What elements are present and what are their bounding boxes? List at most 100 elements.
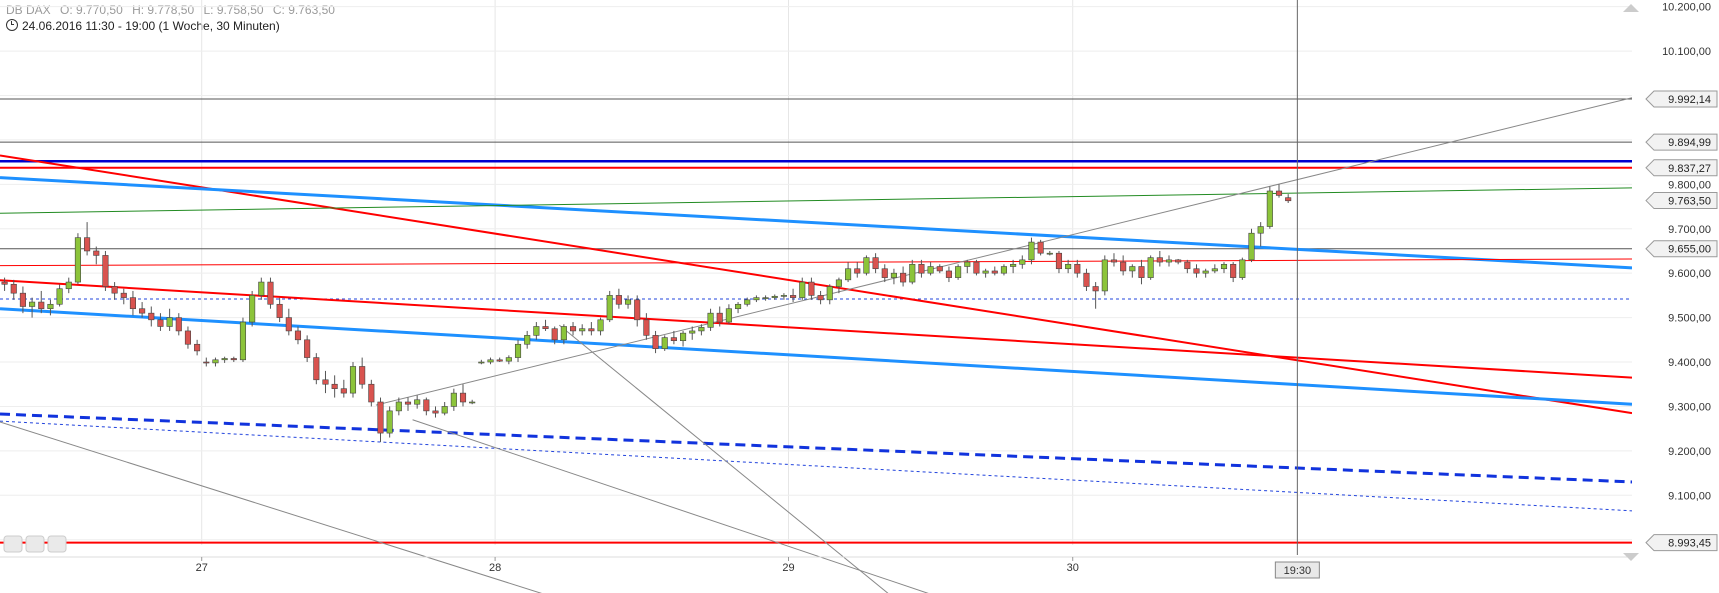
- candle-body[interactable]: [1138, 266, 1145, 278]
- candle-body[interactable]: [505, 357, 512, 362]
- chart-tool-button[interactable]: [47, 535, 67, 553]
- candle-body[interactable]: [1010, 263, 1017, 267]
- candle-body[interactable]: [47, 303, 54, 310]
- candle-body[interactable]: [1129, 266, 1136, 272]
- candle-body[interactable]: [1055, 252, 1063, 270]
- candle-body[interactable]: [1000, 266, 1008, 274]
- candle-body[interactable]: [936, 266, 943, 272]
- candle-body[interactable]: [450, 392, 457, 407]
- candle-body[interactable]: [1074, 263, 1081, 274]
- candle-body[interactable]: [203, 361, 210, 364]
- candle-body[interactable]: [74, 237, 81, 283]
- candle-body[interactable]: [927, 266, 934, 274]
- candle-body[interactable]: [624, 299, 632, 305]
- candle-body[interactable]: [1220, 263, 1228, 270]
- candle-body[interactable]: [900, 272, 907, 283]
- candle-body[interactable]: [359, 366, 366, 385]
- candle-body[interactable]: [1046, 252, 1053, 255]
- trend-line[interactable]: [375, 97, 1633, 406]
- candle-body[interactable]: [304, 339, 311, 358]
- candle-body[interactable]: [982, 270, 989, 274]
- candle-body[interactable]: [1037, 241, 1044, 254]
- candle-body[interactable]: [634, 299, 641, 321]
- candle-body[interactable]: [230, 358, 237, 361]
- candle-body[interactable]: [689, 330, 696, 334]
- candle-body[interactable]: [313, 357, 320, 381]
- candle-body[interactable]: [597, 319, 604, 332]
- candle-body[interactable]: [404, 401, 412, 405]
- trend-line[interactable]: [0, 420, 1633, 512]
- candle-body[interactable]: [469, 401, 476, 404]
- candle-body[interactable]: [1248, 232, 1255, 261]
- candle-body[interactable]: [139, 308, 146, 314]
- candle-body[interactable]: [569, 326, 577, 332]
- candle-body[interactable]: [414, 399, 421, 405]
- candle-body[interactable]: [267, 281, 274, 305]
- candle-body[interactable]: [661, 337, 668, 349]
- candle-body[interactable]: [1184, 261, 1191, 270]
- candle-body[interactable]: [872, 257, 879, 270]
- candle-body[interactable]: [258, 281, 265, 296]
- candle-body[interactable]: [514, 343, 522, 358]
- candle-body[interactable]: [84, 237, 91, 252]
- candle-body[interactable]: [1239, 259, 1246, 278]
- candle-body[interactable]: [102, 255, 109, 287]
- candle-body[interactable]: [166, 317, 173, 327]
- chart-tool-button[interactable]: [25, 535, 45, 553]
- candle-body[interactable]: [487, 359, 494, 363]
- candle-body[interactable]: [560, 326, 567, 341]
- candle-body[interactable]: [1110, 259, 1118, 263]
- candle-body[interactable]: [194, 343, 201, 352]
- candle-body[interactable]: [395, 401, 402, 412]
- candle-body[interactable]: [955, 266, 962, 278]
- candle-body[interactable]: [1165, 259, 1173, 263]
- candle-body[interactable]: [771, 295, 778, 298]
- candle-body[interactable]: [285, 317, 292, 332]
- candle-body[interactable]: [1083, 272, 1090, 287]
- scroll-up-icon[interactable]: [1623, 4, 1639, 12]
- candle-body[interactable]: [340, 388, 347, 394]
- candle-body[interactable]: [652, 335, 659, 349]
- candle-body[interactable]: [38, 301, 45, 310]
- candle-body[interactable]: [533, 326, 540, 336]
- candle-body[interactable]: [542, 326, 549, 330]
- candle-body[interactable]: [845, 268, 852, 281]
- candle-body[interactable]: [1275, 190, 1283, 196]
- candle-body[interactable]: [111, 286, 118, 294]
- candle-body[interactable]: [148, 312, 155, 321]
- candle-body[interactable]: [1101, 259, 1108, 292]
- candle-body[interactable]: [1266, 190, 1273, 227]
- candle-body[interactable]: [606, 295, 613, 321]
- candle-body[interactable]: [175, 317, 182, 332]
- candle-body[interactable]: [835, 279, 842, 287]
- candle-body[interactable]: [221, 358, 228, 361]
- candle-body[interactable]: [239, 321, 247, 361]
- candle-body[interactable]: [1175, 259, 1182, 263]
- candle-body[interactable]: [1285, 197, 1292, 202]
- candle-body[interactable]: [579, 328, 586, 332]
- chart-tool-button[interactable]: [3, 535, 23, 553]
- candle-body[interactable]: [349, 366, 357, 394]
- candle-body[interactable]: [725, 308, 732, 323]
- candle-body[interactable]: [157, 319, 164, 327]
- trend-line[interactable]: [558, 324, 898, 593]
- trend-line[interactable]: [0, 258, 1633, 267]
- candle-body[interactable]: [1065, 263, 1072, 270]
- scroll-down-icon[interactable]: [1623, 553, 1639, 561]
- candle-body[interactable]: [1, 281, 8, 285]
- candle-body[interactable]: [909, 263, 916, 283]
- candle-body[interactable]: [1019, 259, 1026, 265]
- candle-body[interactable]: [735, 303, 742, 310]
- trend-line[interactable]: [0, 412, 1633, 484]
- candle-body[interactable]: [276, 303, 283, 318]
- candle-body[interactable]: [184, 330, 192, 345]
- candle-body[interactable]: [1156, 257, 1163, 263]
- candle-body[interactable]: [753, 297, 760, 301]
- candle-body[interactable]: [918, 263, 925, 274]
- candle-body[interactable]: [423, 399, 430, 412]
- candle-body[interactable]: [854, 268, 861, 274]
- trend-line[interactable]: [0, 187, 1633, 214]
- trend-line[interactable]: [0, 154, 1633, 415]
- candle-body[interactable]: [643, 319, 650, 336]
